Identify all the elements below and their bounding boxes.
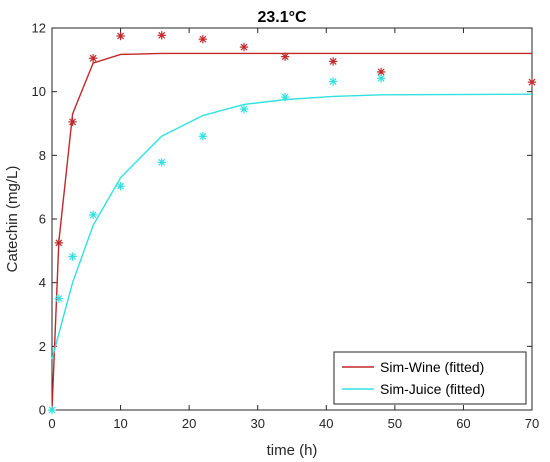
- x-tick-label: 20: [182, 416, 196, 431]
- data-point: [157, 31, 166, 40]
- data-point: [280, 52, 290, 61]
- data-point: [88, 210, 98, 220]
- x-tick-label: 30: [250, 416, 264, 431]
- data-point: [328, 77, 338, 86]
- x-tick-label: 40: [319, 416, 333, 431]
- data-point: [198, 132, 208, 141]
- plot-area: [51, 27, 533, 411]
- data-point: [68, 252, 77, 261]
- y-tick-label: 2: [39, 339, 46, 354]
- data-point: [54, 238, 64, 248]
- data-point: [280, 92, 290, 102]
- data-point: [239, 42, 249, 52]
- data-point: [54, 294, 64, 303]
- data-point: [68, 117, 77, 127]
- legend-label: Sim-Juice (fitted): [380, 381, 485, 397]
- legend-label: Sim-Wine (fitted): [380, 359, 484, 375]
- data-point: [328, 57, 338, 66]
- legend: Sim-Wine (fitted) Sim-Juice (fitted): [333, 351, 527, 405]
- y-tick-label: 4: [39, 275, 46, 290]
- data-point: [47, 405, 57, 415]
- y-tick-label: 10: [32, 84, 46, 99]
- y-tick-label: 6: [39, 212, 46, 227]
- data-point: [116, 31, 125, 41]
- series-line-1: [51, 52, 532, 411]
- x-tick-label: 70: [525, 416, 539, 431]
- data-point: [88, 54, 98, 63]
- series-line-2: [51, 93, 533, 360]
- y-axis-label: Catechin (mg/L): [4, 166, 21, 273]
- data-point: [376, 74, 386, 83]
- y-tick-label: 8: [39, 148, 46, 163]
- data-point: [239, 104, 249, 114]
- series: [47, 31, 537, 415]
- data-point: [527, 77, 537, 87]
- x-axis-label: time (h): [267, 442, 318, 459]
- chart-title: 23.1°C: [257, 9, 307, 26]
- x-tick-label: 50: [388, 416, 402, 431]
- x-tick-label: 0: [48, 416, 55, 431]
- x-tick-label: 60: [456, 416, 470, 431]
- y-tick-label: 12: [32, 21, 46, 36]
- data-point: [157, 158, 166, 167]
- y-tick-label: 0: [39, 403, 46, 418]
- data-point: [116, 182, 125, 191]
- data-point: [198, 34, 208, 44]
- legend-box: [333, 351, 527, 405]
- ticks: 0 10 20 30 40 50 60 70 0 2 4 6 8 10 12: [32, 21, 540, 432]
- x-tick-label: 10: [113, 416, 127, 431]
